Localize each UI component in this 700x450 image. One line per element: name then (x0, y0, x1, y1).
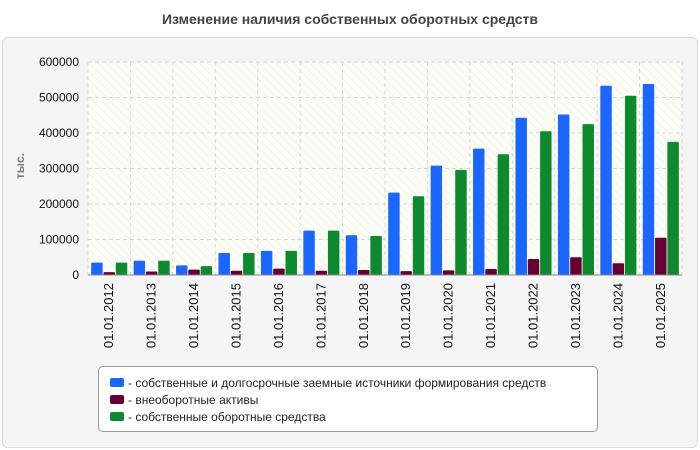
bar-2-01.01.2022 (527, 259, 540, 275)
bar-3-01.01.2020 (455, 169, 467, 275)
bar-3-01.01.2013 (158, 260, 170, 275)
legend-item[interactable]: - внеоборотные активы (110, 391, 597, 408)
bar-2-01.01.2021 (485, 268, 497, 275)
x-tick-label: 01.01.2013 (144, 283, 159, 348)
bar-2-01.01.2012 (103, 272, 115, 275)
y-tick-label: 500000 (39, 91, 79, 105)
x-tick-label: 01.01.2019 (398, 283, 413, 348)
x-tick-label: 01.01.2018 (356, 283, 371, 348)
bar-1-01.01.2015 (218, 252, 230, 275)
bar-1-01.01.2022 (515, 117, 527, 276)
bar-1-01.01.2019 (388, 192, 400, 275)
legend-item[interactable]: - собственные и долгосрочные заемные ист… (110, 374, 597, 391)
bar-2-01.01.2013 (145, 271, 158, 275)
bar-3-01.01.2025 (667, 141, 679, 276)
bar-1-01.01.2023 (557, 114, 570, 275)
bar-3-01.01.2021 (497, 154, 510, 275)
bar-2-01.01.2024 (612, 263, 625, 275)
bar-2-01.01.2019 (400, 271, 412, 275)
bar-1-01.01.2016 (260, 250, 273, 275)
bar-3-01.01.2012 (115, 262, 128, 275)
bar-1-01.01.2024 (600, 85, 612, 275)
x-tick-label: 01.01.2021 (483, 283, 498, 348)
bar-2-01.01.2018 (358, 270, 370, 275)
bar-1-01.01.2025 (642, 84, 655, 275)
bar-2-01.01.2020 (442, 270, 455, 275)
bar-3-01.01.2022 (540, 131, 552, 275)
y-tick-label: 0 (72, 268, 79, 282)
legend: - собственные и долгосрочные заемные ист… (98, 366, 598, 432)
y-axis-label: тыс. (13, 153, 27, 179)
y-tick-label: 300000 (39, 162, 79, 176)
x-tick-label: 01.01.2024 (610, 283, 625, 348)
legend-swatch (110, 378, 124, 387)
legend-swatch (110, 412, 124, 421)
bar-3-01.01.2014 (200, 266, 213, 276)
legend-swatch (110, 395, 124, 404)
legend-label: - собственные оборотные средства (128, 409, 326, 424)
bar-1-01.01.2013 (133, 260, 146, 275)
y-tick-label: 600000 (39, 55, 79, 69)
bar-2-01.01.2014 (188, 269, 200, 275)
bar-2-01.01.2023 (570, 257, 582, 275)
legend-item[interactable]: - собственные оборотные средства (110, 408, 597, 425)
chart-title: Изменение наличия собственных оборотных … (161, 11, 539, 27)
x-tick-label: 01.01.2022 (526, 283, 541, 348)
x-tick-label: 01.01.2015 (229, 283, 244, 348)
bar-3-01.01.2023 (582, 124, 594, 276)
bar-3-01.01.2018 (370, 235, 382, 275)
y-tick-label: 100000 (39, 233, 79, 247)
bar-3-01.01.2019 (412, 196, 425, 275)
bar-2-01.01.2016 (273, 268, 285, 275)
bar-1-01.01.2021 (473, 148, 485, 275)
y-tick-label: 400000 (39, 126, 79, 140)
bar-1-01.01.2012 (91, 262, 103, 275)
bar-2-01.01.2017 (315, 270, 328, 275)
bar-1-01.01.2020 (430, 165, 443, 275)
x-tick-label: 01.01.2017 (313, 283, 328, 348)
bar-2-01.01.2025 (655, 237, 667, 275)
bar-3-01.01.2024 (624, 95, 637, 275)
bar-3-01.01.2017 (327, 230, 340, 276)
bar-1-01.01.2014 (176, 265, 188, 275)
x-tick-label: 01.01.2012 (101, 283, 116, 348)
x-tick-label: 01.01.2020 (441, 283, 456, 348)
bar-2-01.01.2015 (230, 270, 243, 275)
bar-1-01.01.2017 (303, 230, 315, 276)
bar-3-01.01.2016 (285, 250, 297, 275)
legend-label: - собственные и долгосрочные заемные ист… (128, 375, 547, 390)
x-tick-label: 01.01.2016 (271, 283, 286, 348)
y-tick-label: 200000 (39, 197, 79, 211)
bar-1-01.01.2018 (345, 235, 358, 275)
x-tick-label: 01.01.2023 (568, 283, 583, 348)
legend-label: - внеоборотные активы (128, 392, 259, 407)
x-tick-label: 01.01.2014 (186, 283, 201, 348)
bar-3-01.01.2015 (243, 252, 255, 275)
x-tick-label: 01.01.2025 (653, 283, 668, 348)
